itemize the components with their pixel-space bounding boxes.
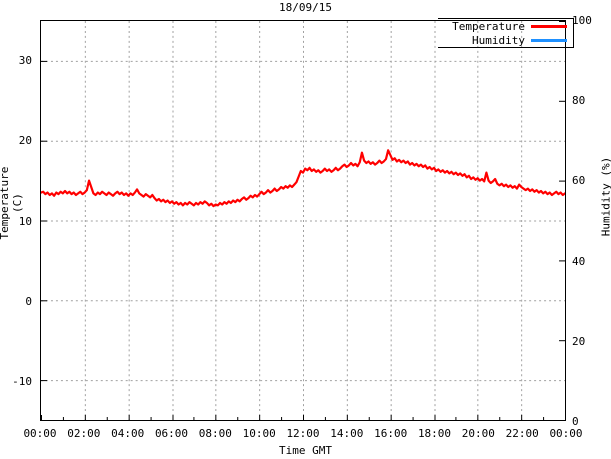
y-axis-left-tick-label: 20: [18, 134, 32, 148]
x-axis-tick-label: 00:00: [23, 427, 57, 440]
legend-label-temperature: Temperature: [452, 19, 525, 33]
x-axis-tick-label: 00:00: [549, 427, 583, 440]
x-axis-tick-label: 02:00: [67, 427, 101, 440]
y-axis-left-tick-label: 10: [18, 214, 32, 228]
legend-item-temperature: Temperature: [438, 19, 573, 33]
plot-area: [40, 20, 566, 421]
x-axis-tick-label: 18:00: [417, 427, 452, 440]
y-axis-right-tick-label: 100: [572, 14, 592, 27]
x-axis-tick-label: 08:00: [198, 427, 232, 440]
x-axis-tick-label: 14:00: [330, 427, 364, 440]
y-axis-right-tick-label: 20: [572, 334, 586, 348]
y-axis-right-tick-label: 0: [572, 415, 579, 428]
y-axis-left-title: Temperature (C): [0, 166, 24, 240]
legend-label-humidity: Humidity: [472, 33, 525, 47]
x-axis-tick-label: 06:00: [154, 427, 189, 440]
y-axis-right-tick-label: 60: [572, 174, 586, 188]
legend-swatch-humidity: [531, 38, 567, 42]
x-axis-tick-label: 16:00: [374, 427, 408, 440]
y-axis-left-tick-label: 0: [25, 294, 32, 308]
grid-layer: [41, 21, 565, 420]
data-layer: [41, 149, 565, 208]
y-axis-left-tick-label: 30: [18, 54, 32, 68]
chart-title: 18/09/15: [279, 1, 332, 14]
legend-swatch-temperature: [531, 24, 567, 28]
x-axis-tick-label: 22:00: [505, 427, 539, 440]
y-axis-left-tick-label: -10: [12, 374, 32, 388]
x-axis-tick-label: 12:00: [286, 427, 320, 440]
x-axis-tick-label: 04:00: [111, 427, 145, 440]
y-axis-right-title: Humidity (%): [599, 156, 611, 237]
y-axis-right-tick-label: 40: [572, 254, 586, 268]
x-axis-title: Time GMT: [279, 444, 332, 457]
chart-legend: Temperature Humidity: [438, 18, 574, 48]
x-axis-tick-label: 20:00: [461, 427, 495, 440]
legend-item-humidity: Humidity: [438, 33, 573, 47]
y-axis-right-tick-label: 80: [572, 94, 586, 108]
x-axis-tick-label: 10:00: [242, 427, 276, 440]
